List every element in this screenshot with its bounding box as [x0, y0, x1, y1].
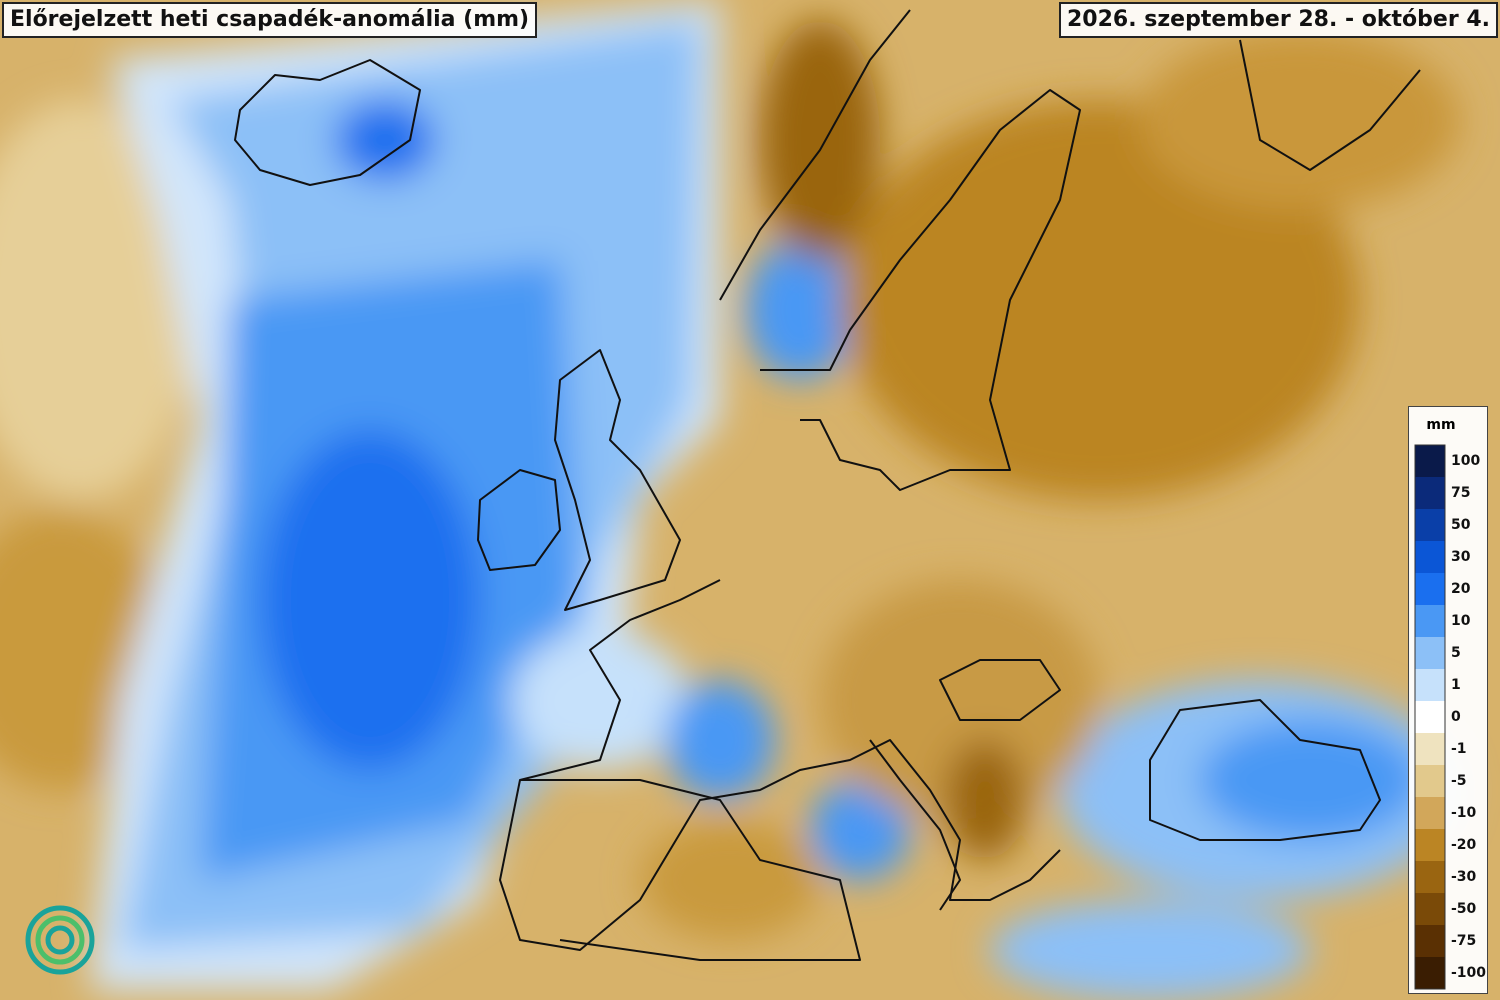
legend-label: -30 [1451, 869, 1477, 885]
legend-swatch [1415, 637, 1445, 669]
legend-label: -1 [1451, 741, 1467, 757]
legend-label: -50 [1451, 901, 1477, 917]
anomaly-field [0, 0, 1460, 1000]
legend-swatch [1415, 541, 1445, 573]
legend-label: 30 [1451, 549, 1471, 565]
legend-swatch [1415, 797, 1445, 829]
legend-swatch [1415, 445, 1445, 477]
date-range: 2026. szeptember 28. - október 4. [1059, 2, 1498, 38]
legend-label: -10 [1451, 805, 1477, 821]
legend-label: -20 [1451, 837, 1477, 853]
legend: mm 100 75 50 30 20 10 5 1 0 -1 -5 -10 -20 -30 -50 -75 -1… [1408, 406, 1488, 994]
legend-swatch [1415, 925, 1445, 957]
legend-label: 75 [1451, 485, 1470, 501]
logo [25, 905, 95, 975]
legend-unit: mm [1426, 417, 1456, 433]
legend-swatch [1415, 829, 1445, 861]
legend-swatch [1415, 701, 1445, 733]
legend-label: -100 [1451, 965, 1486, 981]
legend-swatch [1415, 733, 1445, 765]
legend-swatch [1415, 509, 1445, 541]
coastlines [234, 9, 1421, 961]
map-title: Előrejelzett heti csapadék-anomália (mm) [2, 2, 538, 38]
legend-swatch [1415, 893, 1445, 925]
legend-label: 10 [1451, 613, 1471, 629]
legend-swatch [1415, 861, 1445, 893]
legend-label: 0 [1451, 709, 1461, 725]
legend-label: 20 [1451, 581, 1471, 597]
legend-label: 50 [1451, 517, 1471, 533]
legend-label: 5 [1451, 645, 1461, 661]
legend-swatch [1415, 605, 1445, 637]
legend-swatch [1415, 765, 1445, 797]
legend-label: 1 [1451, 677, 1461, 693]
legend-swatch [1415, 669, 1445, 701]
legend-label: -75 [1451, 933, 1476, 949]
legend-swatch [1415, 957, 1445, 989]
legend-label: -5 [1451, 773, 1467, 789]
legend-swatch [1415, 573, 1445, 605]
legend-label: 100 [1451, 453, 1480, 469]
legend-swatch [1415, 477, 1445, 509]
legend-frame [1414, 444, 1446, 990]
